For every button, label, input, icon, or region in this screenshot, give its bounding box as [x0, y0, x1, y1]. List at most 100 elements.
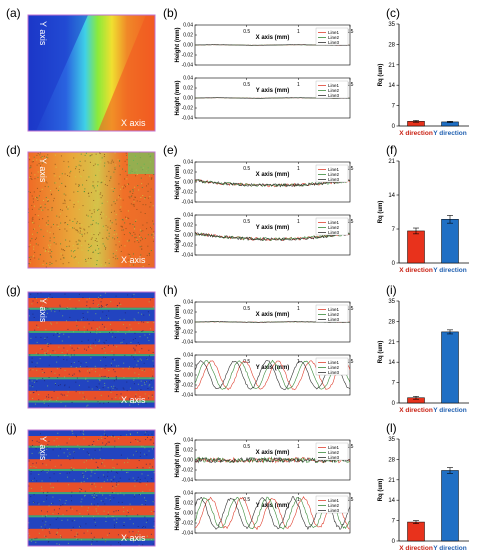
map-speckle [110, 211, 112, 213]
map-speckle [118, 542, 120, 544]
map-speckle [100, 294, 102, 296]
map-speckle [45, 535, 47, 537]
map-speckle [30, 293, 32, 295]
map-speckle [101, 376, 103, 378]
x-tick-label: 1.5 [347, 166, 354, 172]
map-speckle [84, 348, 86, 350]
map-speckle [29, 354, 31, 356]
map-speckle [99, 204, 101, 206]
map-speckle [94, 494, 96, 496]
map-speckle [144, 433, 146, 435]
map-speckle [84, 188, 86, 190]
map-speckle [28, 482, 30, 484]
map-speckle [80, 165, 82, 167]
map-speckle [104, 154, 106, 156]
map-speckle [78, 360, 80, 362]
map-speckle [128, 261, 130, 263]
map-speckle [98, 341, 100, 343]
map-speckle [46, 448, 48, 450]
map-speckle [141, 238, 143, 240]
map-speckle [127, 512, 129, 514]
map-speckle [129, 190, 131, 192]
map-speckle [129, 387, 131, 389]
map-speckle [99, 379, 101, 381]
map-speckle [108, 332, 110, 334]
map-speckle [73, 467, 75, 469]
x-axis-label: Y axis (mm) [256, 88, 290, 94]
map-speckle [44, 353, 46, 355]
map-speckle [69, 459, 71, 461]
map-speckle [69, 452, 71, 454]
map-speckle [52, 486, 54, 488]
map-speckle [78, 370, 80, 372]
map-speckle [138, 544, 140, 546]
map-speckle [120, 188, 122, 190]
map-speckle [136, 200, 138, 202]
map-speckle [133, 379, 135, 381]
map-speckle [111, 398, 113, 400]
map-speckle [137, 360, 139, 362]
map-speckle [60, 368, 62, 370]
y-tick-label: 28 [388, 319, 395, 325]
map-speckle [39, 154, 41, 156]
map-speckle [113, 385, 115, 387]
map-speckle [32, 444, 34, 446]
map-speckle [47, 186, 49, 188]
map-speckle [44, 337, 46, 339]
map-speckle [82, 474, 84, 476]
map-speckle [113, 369, 115, 371]
map-speckle [126, 218, 128, 220]
map-speckle [87, 370, 89, 372]
map-speckle [47, 307, 49, 309]
map-speckle [81, 498, 83, 500]
map-speckle [147, 190, 149, 192]
map-speckle [100, 182, 102, 184]
map-speckle [69, 356, 71, 358]
map-speckle [48, 364, 50, 366]
map-speckle [141, 313, 143, 315]
map-speckle [146, 358, 148, 360]
map-speckle [69, 175, 71, 177]
map-speckle [31, 538, 33, 540]
legend-label: Line2 [328, 225, 340, 230]
map-speckle [46, 343, 48, 345]
map-speckle [49, 240, 51, 242]
map-speckle [44, 351, 46, 353]
map-speckle [96, 244, 98, 246]
map-speckle [139, 367, 141, 369]
map-speckle [143, 497, 145, 499]
map-speckle [104, 162, 106, 164]
map-speckle [128, 368, 130, 370]
map-speckle [31, 161, 33, 163]
map-speckle [86, 232, 88, 234]
map-speckle [77, 444, 79, 446]
map-speckle [152, 389, 154, 391]
map-speckle [124, 178, 126, 180]
y-tick-label: 0.00 [183, 373, 193, 379]
map-speckle [103, 348, 105, 350]
map-speckle [141, 183, 143, 185]
map-speckle [66, 359, 68, 361]
y-tick-label: 0.02 [183, 33, 193, 39]
map-speckle [101, 537, 103, 539]
map-speckle [126, 164, 128, 166]
map-speckle [81, 319, 83, 321]
legend-label: Line2 [328, 365, 340, 370]
map-speckle [47, 157, 49, 159]
x-tick-label: 1 [297, 166, 300, 172]
map-speckle [90, 257, 92, 259]
map-speckle [48, 541, 50, 543]
map-speckle [52, 200, 54, 202]
map-speckle [28, 308, 30, 310]
map-speckle [32, 313, 34, 315]
map-speckle [99, 380, 101, 382]
map-speckle [48, 405, 50, 407]
map-speckle [49, 353, 51, 355]
map-speckle [55, 445, 57, 447]
map-speckle [89, 307, 91, 309]
map-speckle [55, 166, 57, 168]
map-speckle [65, 320, 67, 322]
map-speckle [42, 529, 44, 531]
legend-label: Line1 [328, 30, 340, 35]
map-speckle [111, 481, 113, 483]
